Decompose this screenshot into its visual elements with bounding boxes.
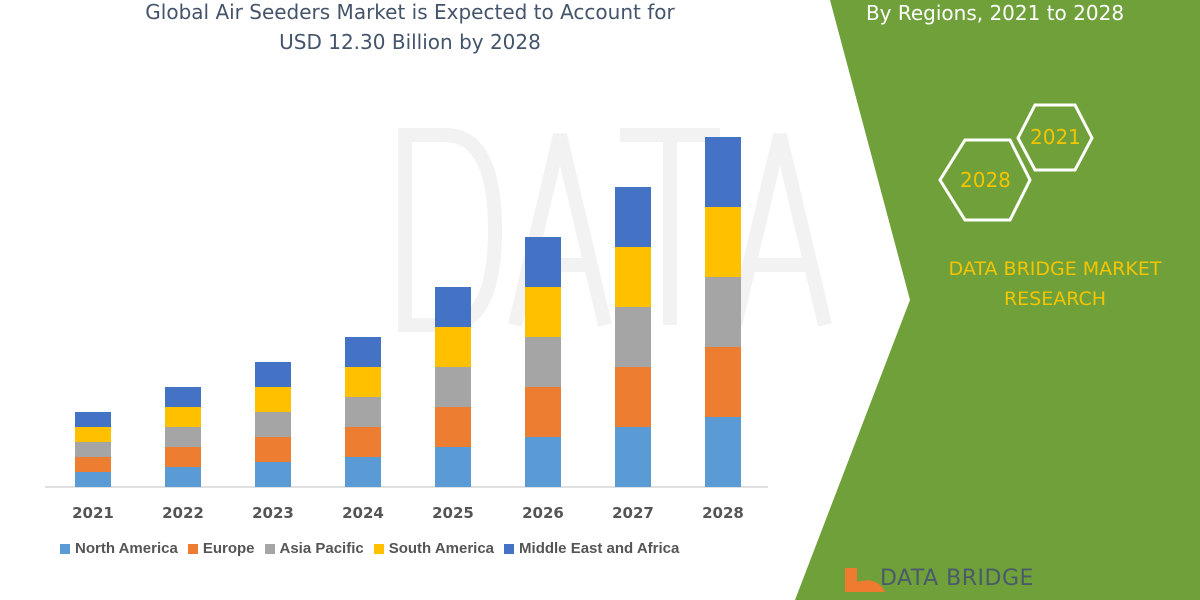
brand-line2: RESEARCH	[1003, 288, 1107, 310]
bar-segment-2025-4	[435, 287, 471, 327]
hexagon-2021-icon	[1016, 103, 1094, 172]
bar-segment-2024-4	[345, 337, 381, 367]
bar-segment-2023-4	[255, 362, 291, 387]
bar-segment-2028-4	[705, 137, 741, 207]
hex-label-2021: 2021	[1030, 125, 1081, 149]
bar-segment-2028-1	[705, 347, 741, 417]
bar-segment-2027-1	[615, 367, 651, 427]
bar-segment-2026-4	[525, 237, 561, 287]
bar-segment-2027-4	[615, 187, 651, 247]
side-heading: By Regions, 2021 to 2028	[865, 1, 1125, 25]
bar-segment-2023-3	[255, 387, 291, 412]
bar-segment-2024-3	[345, 367, 381, 397]
x-tick-label: 2022	[162, 504, 204, 522]
logo-icon	[845, 568, 885, 592]
legend-swatch	[60, 544, 70, 554]
bar-segment-2026-0	[525, 437, 561, 487]
bar-segment-2021-3	[75, 427, 111, 442]
legend-swatch	[187, 544, 198, 554]
bar-segment-2021-0	[75, 472, 111, 487]
bar-segment-2022-1	[165, 447, 201, 467]
bar-segment-2027-2	[615, 307, 651, 367]
legend-label: Europe	[202, 540, 255, 557]
bar-segment-2028-0	[705, 417, 741, 487]
legend-item: South America	[373, 540, 495, 558]
x-tick-label: 2021	[72, 504, 114, 522]
bar-segment-2023-1	[255, 437, 291, 462]
x-tick-label: 2026	[522, 504, 564, 522]
x-tick-label: 2023	[252, 504, 294, 522]
bar-segment-2025-1	[435, 407, 471, 447]
x-tick-label: 2028	[702, 504, 744, 522]
legend-item: Middle East and Africa	[504, 540, 679, 558]
brand-line1: DATA BRIDGE MARKET	[948, 258, 1162, 280]
bar-segment-2023-0	[255, 462, 291, 487]
x-tick-label: 2024	[342, 504, 384, 522]
legend-label: Asia Pacific	[279, 540, 364, 557]
bar-segment-2024-1	[345, 427, 381, 457]
bar-segment-2022-0	[165, 467, 201, 487]
bar-segment-2026-1	[525, 387, 561, 437]
bar-segment-2022-3	[165, 407, 201, 427]
bar-segment-2025-2	[435, 367, 471, 407]
legend-label: South America	[388, 540, 495, 557]
bar-segment-2026-2	[525, 337, 561, 387]
bar-segment-2027-0	[615, 427, 651, 487]
bar-segment-2025-0	[435, 447, 471, 487]
bar-segment-2021-1	[75, 457, 111, 472]
bar-segment-2021-2	[75, 442, 111, 457]
brand-name: DATA BRIDGE MARKET RESEARCH	[925, 254, 1185, 314]
bar-segment-2028-3	[705, 207, 741, 277]
bar-segment-2023-2	[255, 412, 291, 437]
chart-plot: 2021 2022 2023 2024 2025 2026 2027 2028	[45, 137, 768, 522]
bar-segment-2028-2	[705, 277, 741, 347]
legend-swatch	[504, 544, 515, 554]
logo-text: DATA BRIDGE	[880, 566, 1034, 591]
legend: North America Europe Asia Pacific South …	[60, 540, 679, 558]
chart-title-line2: USD 12.30 Billion by 2028	[279, 30, 541, 54]
bar-segment-2024-0	[345, 457, 381, 487]
legend-swatch	[373, 544, 384, 554]
legend-label: North America	[75, 540, 178, 557]
hexagon-2028-icon	[938, 138, 1032, 222]
legend-item: North America	[60, 540, 178, 558]
x-tick-label: 2027	[612, 504, 654, 522]
bar-segment-2024-2	[345, 397, 381, 427]
bar-segment-2022-4	[165, 387, 201, 407]
bar-segment-2025-3	[435, 327, 471, 367]
legend-label: Middle East and Africa	[519, 540, 680, 557]
legend-swatch	[264, 544, 275, 554]
side-panel-background	[795, 0, 1200, 600]
x-tick-label: 2025	[432, 504, 474, 522]
bar-segment-2026-3	[525, 287, 561, 337]
bar-segment-2021-4	[75, 412, 111, 427]
hex-label-2028: 2028	[960, 168, 1011, 192]
legend-item: Asia Pacific	[264, 540, 364, 558]
chart-title-line1: Global Air Seeders Market is Expected to…	[145, 0, 675, 24]
bar-segment-2022-2	[165, 427, 201, 447]
legend-item: Europe	[187, 540, 255, 558]
bar-segment-2027-3	[615, 247, 651, 307]
